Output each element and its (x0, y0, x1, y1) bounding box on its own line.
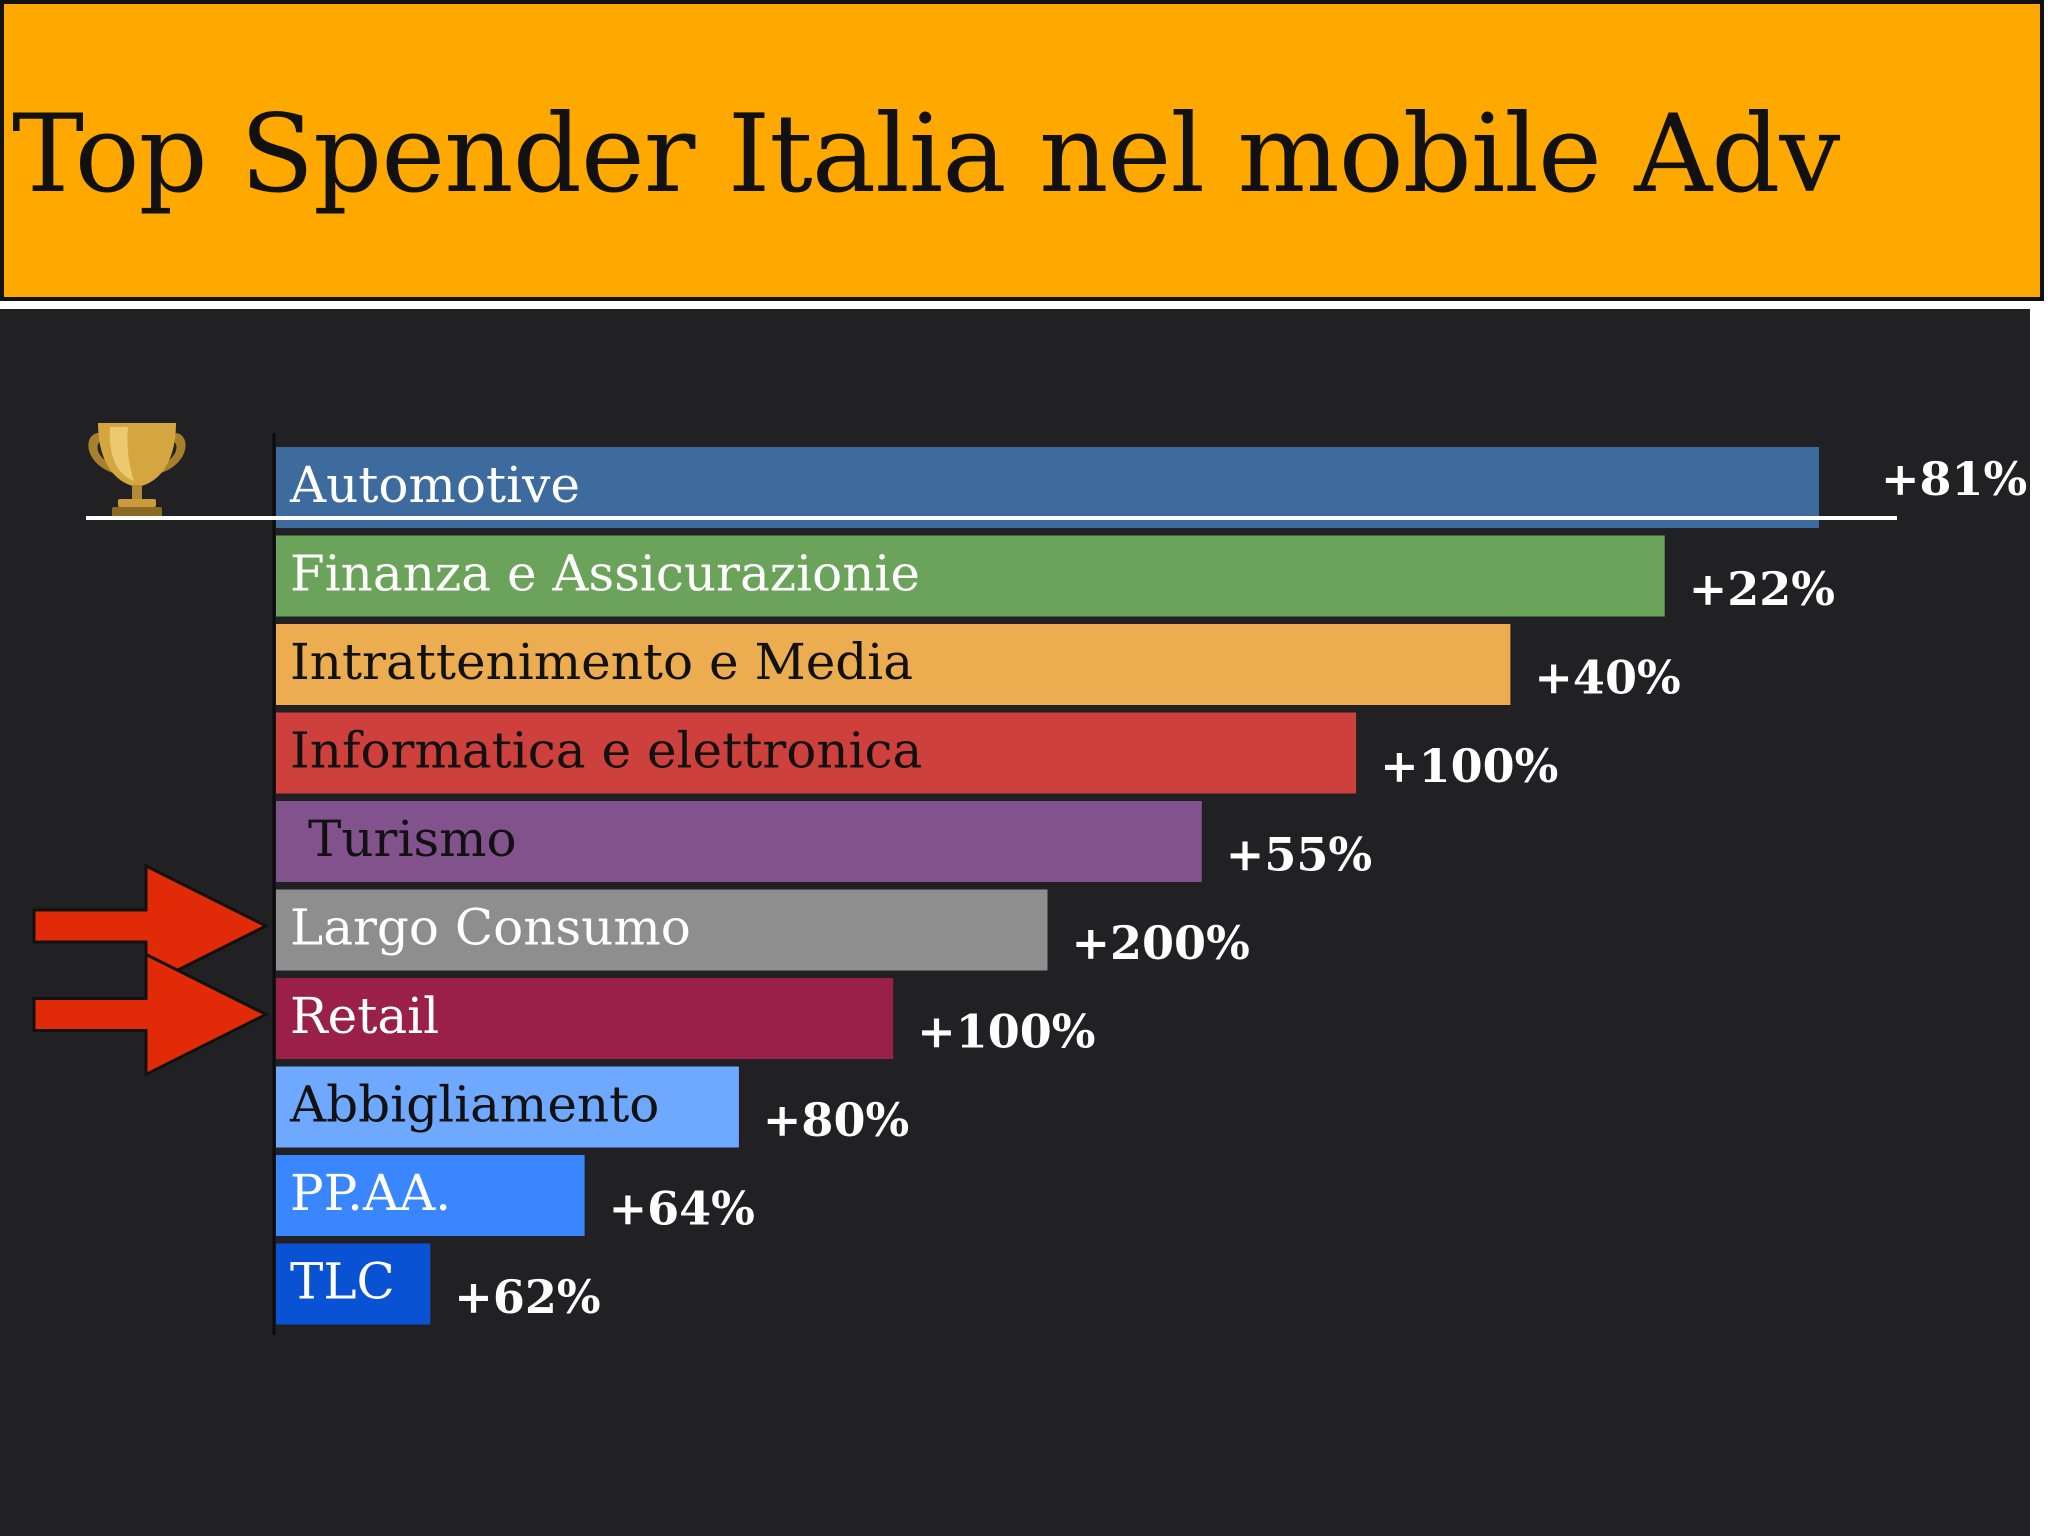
red-arrow-icon (32, 952, 270, 1077)
growth-label: +40% (1534, 650, 1680, 704)
bar-series: Automotive +81% Finanza e Assicurazionie +2… (276, 447, 2027, 1325)
growth-label: +55% (1226, 827, 1372, 881)
red-arrow-icon (32, 863, 270, 989)
bar-7 (276, 978, 894, 1059)
bar-10 (276, 1243, 431, 1325)
growth-label: +22% (1689, 562, 1835, 616)
category-label: Turismo (308, 810, 517, 868)
bar-chart: Automotive +81% Finanza e Assicurazionie +2… (32, 423, 2027, 1335)
bar-5 (276, 801, 1202, 882)
chart-panel: Automotive +81% Finanza e Assicurazionie +2… (0, 309, 2030, 1536)
bar-1 (276, 447, 1819, 528)
category-label: TLC (290, 1253, 395, 1311)
growth-label: +62% (454, 1270, 600, 1324)
growth-label: +81% (1881, 452, 2027, 506)
category-label: Automotive (289, 456, 580, 514)
category-label: Abbigliamento (289, 1076, 659, 1134)
trophy-icon (88, 423, 186, 517)
bar-3 (276, 624, 1511, 705)
category-label: Retail (290, 987, 439, 1045)
category-label: Largo Consumo (290, 899, 691, 957)
growth-label: +100% (1380, 739, 1558, 793)
growth-label: +64% (609, 1181, 755, 1235)
category-label: Informatica e elettronica (290, 722, 922, 780)
bar-8 (276, 1066, 739, 1148)
bar-2 (276, 535, 1665, 617)
growth-label: +80% (763, 1093, 909, 1147)
growth-label: +200% (1072, 916, 1250, 970)
category-label: PP.AA. (290, 1164, 451, 1222)
page-title: Top Spender Italia nel mobile Adv (12, 92, 1840, 217)
title-banner: Top Spender Italia nel mobile Adv (0, 0, 2044, 301)
bar-9 (276, 1155, 585, 1236)
growth-label: +100% (917, 1004, 1095, 1058)
category-label: Finanza e Assicurazionie (290, 545, 920, 603)
bar-4 (276, 712, 1357, 794)
category-label: Intrattenimento e Media (290, 633, 913, 691)
bar-6 (276, 889, 1048, 971)
highlight-arrows (32, 863, 270, 1077)
